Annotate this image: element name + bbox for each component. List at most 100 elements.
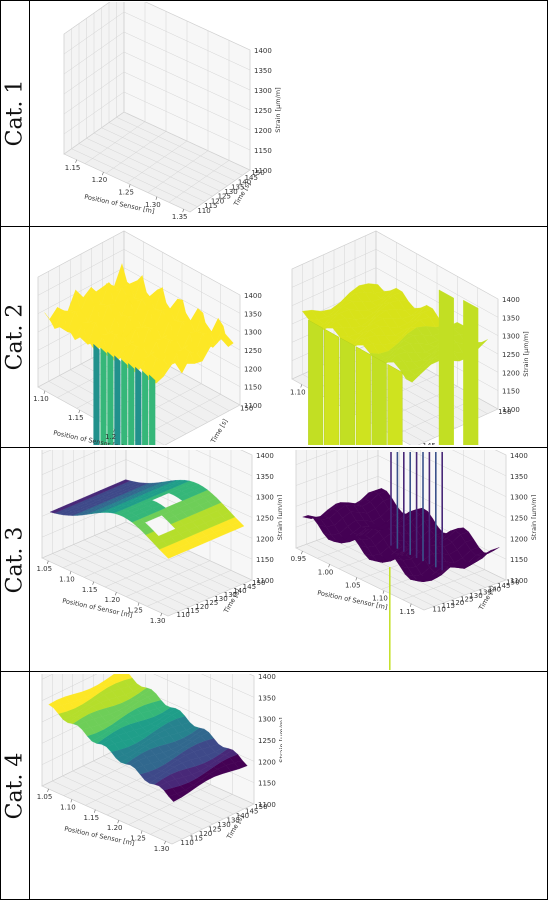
x-tick [92, 581, 94, 585]
grid-line [201, 674, 255, 698]
x-tick [137, 602, 140, 606]
y-tick-label: 135 [224, 591, 237, 599]
x-tick-label: 1.20 [107, 824, 123, 832]
x-tick [128, 184, 131, 188]
y-tick-label: 115 [442, 602, 455, 610]
z-tick-label: 1400 [502, 296, 520, 304]
y-tick-label: 140 [238, 179, 251, 187]
grid-line [63, 111, 125, 155]
grid-line [86, 138, 213, 197]
x-tick [140, 830, 143, 834]
grid-line [375, 249, 499, 318]
x-tick-label: 1.15 [399, 608, 415, 616]
y-tick-label: 125 [205, 599, 218, 607]
surface-wall [114, 355, 121, 445]
z-tick-label: 1350 [244, 310, 262, 318]
z-tick-label: 1300 [244, 329, 262, 337]
y-tick-label: 145 [497, 582, 510, 590]
grid-line [63, 91, 125, 135]
x-tick-label: 1.35 [172, 213, 188, 221]
grid-line [72, 770, 203, 830]
x-tick-label: 1.15 [68, 414, 84, 422]
grid-line [93, 760, 224, 820]
grid-line [71, 148, 198, 207]
y-tick-label: 130 [469, 592, 482, 600]
y-tick-label: 145 [245, 808, 258, 816]
z-axis-label: Strain [µm/m] [274, 87, 282, 132]
z-tick-label: 1100 [258, 801, 276, 809]
y-tick-label: 135 [227, 817, 240, 825]
y-tick-label: 120 [451, 599, 464, 607]
row-cat3: Cat. 3 1.05 1.10 1.15 1.20 1.25 1.30 Position … [0, 448, 548, 672]
y-tick-label: 135 [231, 183, 244, 191]
x-tick-label: 1.10 [290, 388, 306, 396]
x-tick [70, 799, 73, 803]
y-tick-label: 140 [488, 585, 501, 593]
grid-line [94, 535, 221, 594]
x-tick-label: 1.25 [127, 607, 143, 615]
grid-line [52, 780, 183, 840]
grid-line [41, 745, 125, 787]
grid-line [291, 230, 377, 270]
row-cat4: Cat. 4 1.05 1.10 1.15 1.20 1.25 1.30 Position … [0, 672, 548, 900]
y-tick-label: 150 [254, 803, 267, 811]
y-axis-label: Time [s] [209, 418, 230, 445]
x-tick-label: 1.15 [65, 164, 81, 172]
x-tick [382, 590, 385, 594]
z-tick-label: 1100 [254, 167, 272, 175]
x-tick-label: 1.10 [59, 575, 75, 583]
grid-line [291, 249, 377, 288]
y-tick-label: 120 [195, 603, 208, 611]
x-tick [115, 592, 117, 596]
y-tick-label: 110 [180, 839, 193, 847]
y-tick-label: 140 [233, 587, 246, 595]
grid-line [108, 122, 236, 181]
grid-line [295, 450, 337, 465]
grid-line [295, 455, 379, 486]
row-label: Cat. 3 [2, 526, 27, 593]
x-tick-label: 1.20 [105, 596, 121, 604]
surface-wall [107, 351, 114, 445]
x-tick [47, 788, 49, 792]
surface-wall [135, 366, 142, 445]
x-tick-label: 1.10 [33, 395, 49, 403]
row-label-cell: Cat. 3 [0, 448, 30, 671]
x-tick [409, 603, 412, 607]
surface-wall [387, 363, 403, 445]
z-tick-label: 1300 [258, 716, 276, 724]
row-label: Cat. 4 [2, 752, 27, 820]
grid-line [41, 450, 101, 475]
grid-line [63, 71, 125, 115]
z-axis-label: Strain [µm/m] [278, 717, 282, 762]
x-tick [113, 429, 115, 433]
grid-line [116, 117, 243, 176]
y-tick-label: 115 [186, 607, 199, 615]
x-tick-label: 1.2 [105, 433, 116, 441]
z-axis-label: Strain [µm/m] [522, 331, 530, 376]
grid-line [41, 459, 127, 496]
y-tick-label: 150 [240, 404, 253, 412]
x-tick-label: 0.95 [291, 555, 307, 563]
y-tick-label: 115 [204, 202, 217, 210]
grid-line [101, 127, 228, 186]
surface-wall [93, 343, 100, 445]
surface-patch [49, 508, 64, 514]
grid-line [123, 230, 241, 296]
x-tick-label: 1.25 [118, 188, 134, 196]
row-label: Cat. 2 [2, 303, 27, 371]
x-tick-label: 1.10 [372, 595, 388, 603]
y-tick-label: 130 [217, 821, 230, 829]
y-tick-label: 110 [432, 606, 445, 614]
row-cat2: Cat. 2 1.10 1.15 1.2 Position of Sensor [m]… [0, 227, 548, 448]
x-tick-label: 1.00 [318, 568, 334, 576]
x-axis-label: Position of Sensor [m] [64, 825, 136, 848]
z-tick-label: 1300 [510, 494, 528, 502]
z-tick-label: 1200 [510, 535, 528, 543]
surface-wall [100, 347, 107, 445]
grid-line [145, 2, 251, 51]
x-tick [300, 384, 303, 388]
y-tick-label: 125 [460, 595, 473, 603]
grid-line [123, 11, 251, 71]
